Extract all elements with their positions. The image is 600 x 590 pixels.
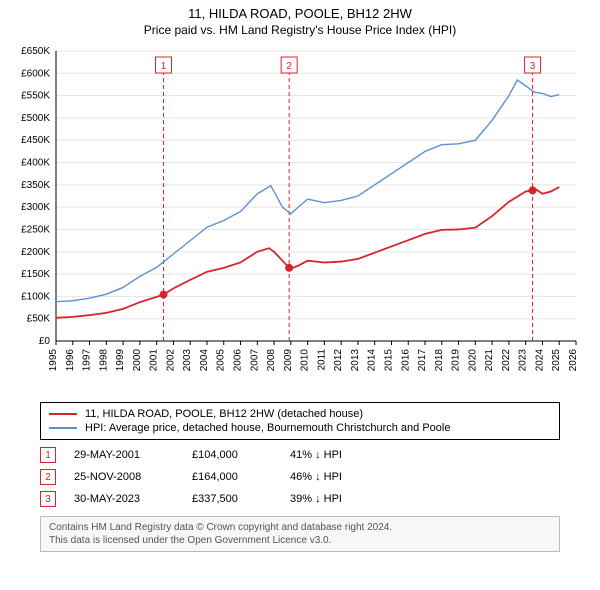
svg-text:£300K: £300K <box>21 202 50 213</box>
event-row: 1 29-MAY-2001 £104,000 41% ↓ HPI <box>40 444 560 466</box>
svg-text:2008: 2008 <box>266 349 277 372</box>
footer-line2: This data is licensed under the Open Gov… <box>49 534 551 547</box>
svg-text:£50K: £50K <box>27 314 51 325</box>
event-row: 3 30-MAY-2023 £337,500 39% ↓ HPI <box>40 488 560 510</box>
legend: 11, HILDA ROAD, POOLE, BH12 2HW (detache… <box>40 402 560 440</box>
svg-text:2025: 2025 <box>551 349 562 372</box>
footer-line1: Contains HM Land Registry data © Crown c… <box>49 521 551 534</box>
legend-item: 11, HILDA ROAD, POOLE, BH12 2HW (detache… <box>49 407 551 421</box>
legend-swatch <box>49 427 77 429</box>
svg-text:1: 1 <box>161 61 167 72</box>
svg-text:1995: 1995 <box>48 349 59 372</box>
svg-text:2012: 2012 <box>333 349 344 372</box>
legend-swatch <box>49 413 77 415</box>
svg-text:£100K: £100K <box>21 291 50 302</box>
legend-item: HPI: Average price, detached house, Bour… <box>49 421 551 435</box>
svg-text:2004: 2004 <box>199 349 210 372</box>
legend-label: HPI: Average price, detached house, Bour… <box>85 422 450 434</box>
svg-text:2022: 2022 <box>501 349 512 372</box>
event-row: 2 25-NOV-2008 £164,000 46% ↓ HPI <box>40 466 560 488</box>
svg-text:3: 3 <box>530 61 536 72</box>
svg-text:2021: 2021 <box>484 349 495 372</box>
svg-text:2023: 2023 <box>518 349 529 372</box>
svg-text:1998: 1998 <box>98 349 109 372</box>
svg-text:£650K: £650K <box>21 46 50 57</box>
event-diff: 39% ↓ HPI <box>290 493 380 505</box>
event-badge: 1 <box>40 447 56 463</box>
svg-text:2015: 2015 <box>383 349 394 372</box>
chart-title: 11, HILDA ROAD, POOLE, BH12 2HW <box>0 0 600 21</box>
event-date: 30-MAY-2023 <box>74 493 174 505</box>
chart-subtitle: Price paid vs. HM Land Registry's House … <box>0 21 600 41</box>
event-price: £164,000 <box>192 471 272 483</box>
svg-text:1997: 1997 <box>82 349 93 372</box>
chart-plot: £0 £50K £100K £150K £200K £250K £300K £350K £400… <box>0 41 600 396</box>
svg-text:£250K: £250K <box>21 224 50 235</box>
svg-text:£350K: £350K <box>21 180 50 191</box>
svg-text:£500K: £500K <box>21 113 50 124</box>
svg-text:£400K: £400K <box>21 158 50 169</box>
svg-text:2001: 2001 <box>149 349 160 372</box>
svg-text:1996: 1996 <box>65 349 76 372</box>
svg-text:2019: 2019 <box>451 349 462 372</box>
svg-text:2: 2 <box>286 61 292 72</box>
svg-text:£450K: £450K <box>21 135 50 146</box>
svg-text:2017: 2017 <box>417 349 428 372</box>
event-badge: 3 <box>40 491 56 507</box>
event-diff: 46% ↓ HPI <box>290 471 380 483</box>
svg-text:2002: 2002 <box>165 349 176 372</box>
svg-text:2020: 2020 <box>467 349 478 372</box>
svg-text:£0: £0 <box>39 336 51 347</box>
event-price: £104,000 <box>192 449 272 461</box>
svg-text:2009: 2009 <box>283 349 294 372</box>
svg-text:2003: 2003 <box>182 349 193 372</box>
svg-text:2014: 2014 <box>367 349 378 372</box>
svg-text:£150K: £150K <box>21 269 50 280</box>
event-date: 25-NOV-2008 <box>74 471 174 483</box>
svg-text:2024: 2024 <box>534 349 545 372</box>
svg-text:2000: 2000 <box>132 349 143 372</box>
footer: Contains HM Land Registry data © Crown c… <box>40 516 560 552</box>
svg-text:£200K: £200K <box>21 247 50 258</box>
svg-text:2010: 2010 <box>300 349 311 372</box>
svg-text:2005: 2005 <box>216 349 227 372</box>
svg-text:2016: 2016 <box>400 349 411 372</box>
event-diff: 41% ↓ HPI <box>290 449 380 461</box>
svg-text:2011: 2011 <box>316 349 327 371</box>
chart-svg: £0 £50K £100K £150K £200K £250K £300K £350K £400… <box>0 41 600 391</box>
svg-text:2026: 2026 <box>568 349 579 372</box>
svg-text:£550K: £550K <box>21 91 50 102</box>
legend-label: 11, HILDA ROAD, POOLE, BH12 2HW (detache… <box>85 408 363 420</box>
svg-text:2013: 2013 <box>350 349 361 372</box>
svg-text:2018: 2018 <box>434 349 445 372</box>
svg-text:2006: 2006 <box>233 349 244 372</box>
svg-text:£600K: £600K <box>21 68 50 79</box>
chart-container: 11, HILDA ROAD, POOLE, BH12 2HW Price pa… <box>0 0 600 590</box>
event-date: 29-MAY-2001 <box>74 449 174 461</box>
svg-text:1999: 1999 <box>115 349 126 372</box>
svg-text:2007: 2007 <box>249 349 260 372</box>
event-badge: 2 <box>40 469 56 485</box>
event-price: £337,500 <box>192 493 272 505</box>
events-table: 1 29-MAY-2001 £104,000 41% ↓ HPI 2 25-NOV-200… <box>40 444 560 510</box>
